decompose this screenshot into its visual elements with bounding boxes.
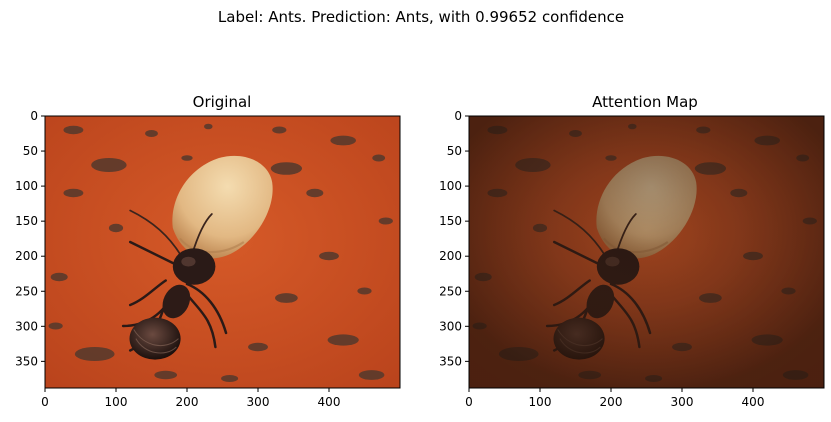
original-image	[43, 114, 402, 389]
x-tick-label-100: 100	[105, 395, 128, 409]
x-tick-label-400: 400	[742, 395, 765, 409]
x-tick-label-100: 100	[529, 395, 552, 409]
y-tick-label-0: 0	[454, 109, 462, 123]
original-x-ticks: 0 100 200 300 400	[41, 388, 340, 409]
y-tick-label-100: 100	[15, 179, 38, 193]
panel-title-original: Original	[193, 93, 252, 111]
y-tick-label-250: 250	[439, 284, 462, 298]
x-tick-label-300: 300	[671, 395, 694, 409]
original-axes-frame	[44, 115, 401, 389]
y-tick-label-200: 200	[439, 249, 462, 263]
attention-x-ticks: 0 100 200 300 400	[465, 388, 764, 409]
panel-title-attention: Attention Map	[592, 93, 698, 111]
y-tick-label-150: 150	[15, 214, 38, 228]
attention-image	[467, 114, 826, 389]
y-tick-label-350: 350	[439, 354, 462, 368]
attention-y-ticks: 0 50 100 150 200 250 300 350	[439, 109, 469, 368]
figure-suptitle: Label: Ants. Prediction: Ants, with 0.99…	[218, 8, 624, 26]
original-panel: Original 0 100 200 300 400 0 50 100 150 200 250 30…	[15, 93, 402, 409]
y-tick-label-0: 0	[30, 109, 38, 123]
y-tick-label-350: 350	[15, 354, 38, 368]
attention-panel: Attention Map 0 100 200 300 400 0 50 100 150 200…	[439, 93, 826, 409]
y-tick-label-50: 50	[447, 144, 462, 158]
y-tick-label-250: 250	[15, 284, 38, 298]
x-tick-label-200: 200	[600, 395, 623, 409]
y-tick-label-200: 200	[15, 249, 38, 263]
x-tick-label-0: 0	[465, 395, 473, 409]
y-tick-label-300: 300	[15, 319, 38, 333]
y-tick-label-50: 50	[23, 144, 38, 158]
original-y-ticks: 0 50 100 150 200 250 300 350	[15, 109, 45, 368]
y-tick-label-150: 150	[439, 214, 462, 228]
attention-axes-frame	[468, 115, 825, 389]
x-tick-label-400: 400	[318, 395, 341, 409]
y-tick-label-300: 300	[439, 319, 462, 333]
x-tick-label-300: 300	[247, 395, 270, 409]
y-tick-label-100: 100	[439, 179, 462, 193]
x-tick-label-0: 0	[41, 395, 49, 409]
x-tick-label-200: 200	[176, 395, 199, 409]
